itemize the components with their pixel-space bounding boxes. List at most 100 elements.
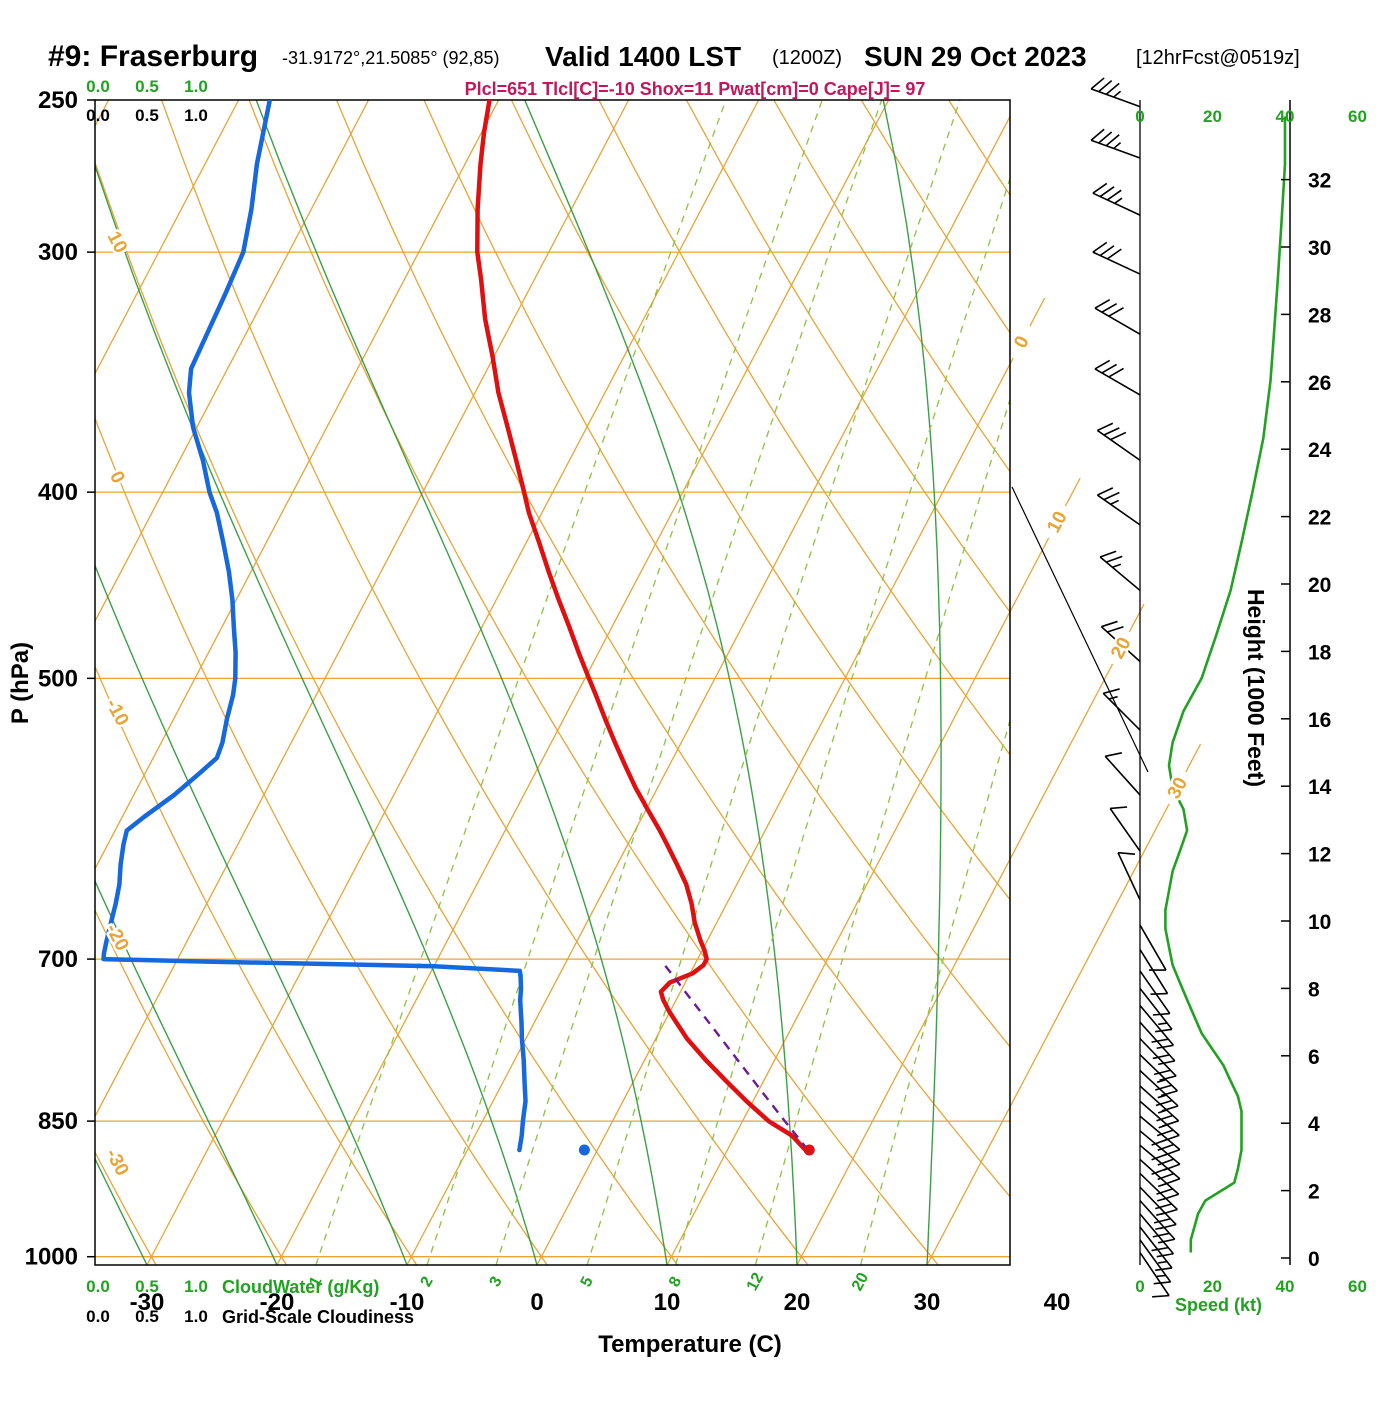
barb-full	[1105, 134, 1120, 147]
barb-full	[1159, 1075, 1177, 1081]
moist-adiabat-line	[524, 100, 798, 1265]
wind-barb	[1139, 987, 1173, 1033]
barb-full	[1108, 367, 1124, 378]
isotherm-line	[146, 100, 760, 1265]
barb-full	[1153, 1281, 1171, 1285]
barb-full	[1153, 1218, 1171, 1224]
speed-tick-bottom: 20	[1203, 1277, 1222, 1296]
dry-adiabat-label-left: 0	[105, 468, 129, 487]
barb-half	[1113, 90, 1122, 98]
barb-staff	[1104, 755, 1141, 796]
height-tick-label: 16	[1308, 709, 1331, 732]
temperature-axis-label: Temperature (C)	[598, 1331, 782, 1358]
wind-barb	[1117, 851, 1141, 901]
barb-staff	[1139, 924, 1167, 971]
barb-full	[1101, 302, 1118, 313]
mixing-ratio-label: 20	[849, 1270, 872, 1294]
barb-full	[1151, 1138, 1168, 1146]
dry-adiabat-line	[95, 665, 418, 1265]
isotherm-label-right: 20	[1107, 634, 1135, 663]
mixing-ratio-label: 2	[418, 1274, 437, 1290]
wind-barb	[1092, 241, 1141, 275]
height-tick-label: 30	[1308, 237, 1331, 260]
barb-staff	[1139, 1100, 1180, 1136]
barb-full	[1098, 131, 1113, 144]
height-tick-label: 20	[1308, 574, 1331, 597]
height-tick-label: 0	[1308, 1248, 1320, 1271]
dry-adiabat-line	[685, 100, 1010, 614]
speed-tick-bottom: 0	[1135, 1277, 1144, 1296]
isotherm-line	[796, 857, 1010, 1265]
dry-adiabat-line	[860, 100, 1010, 334]
valid-zulu: (1200Z)	[772, 47, 842, 69]
speed-tick-bottom: 40	[1276, 1277, 1295, 1296]
isotherm-line	[95, 100, 240, 375]
temperature-tick-label: 20	[784, 1289, 811, 1316]
barb-full	[1103, 491, 1120, 501]
barb-full	[1156, 1044, 1174, 1050]
pressure-axis-label: P (hPa)	[7, 642, 34, 724]
wind-barb	[1099, 550, 1141, 592]
barb-full	[1151, 1038, 1169, 1043]
barb-staff	[1102, 692, 1141, 731]
cloudiness-scale-top: 0.0	[86, 106, 110, 125]
barb-full	[1090, 128, 1105, 141]
barb-full	[1156, 1188, 1173, 1195]
wind-barb	[1100, 620, 1141, 663]
barb-full	[1098, 80, 1113, 93]
isotherm-line	[95, 100, 370, 623]
temperature-tick-label: -10	[390, 1289, 425, 1316]
barb-staff	[1092, 251, 1141, 275]
barb-full	[1153, 1069, 1171, 1076]
aux-connector-line	[1011, 486, 1149, 773]
cloudiness-scale-bottom: 1.0	[184, 1307, 208, 1326]
wind-barb	[1096, 422, 1141, 461]
barb-full	[1151, 1246, 1169, 1252]
isotherm-label-right: 0	[1010, 333, 1034, 352]
barb-staff	[1109, 808, 1141, 852]
barb-full	[1101, 620, 1118, 628]
wind-barb	[1094, 298, 1141, 335]
mixing-ratio-label: 3	[486, 1274, 505, 1290]
mixing-ratio-line	[495, 100, 883, 1265]
stability-indices: Plcl=651 Tlcl[C]=-10 Shox=11 Pwat[cm]=0 …	[465, 79, 926, 99]
barb-full	[1152, 1232, 1170, 1238]
barb-full	[1106, 189, 1122, 201]
barb-full	[1160, 1090, 1178, 1097]
barb-staff	[1090, 139, 1141, 159]
moist-adiabat-line	[95, 163, 538, 1265]
isotherm-line	[926, 1105, 1010, 1265]
barb-half	[1157, 1109, 1168, 1114]
barb-half	[1155, 1226, 1165, 1231]
station-coords: -31.9172°,21.5085° (92,85)	[282, 48, 500, 68]
cloudwater-scale-bottom: 0.5	[135, 1277, 159, 1296]
barb-staff	[1092, 192, 1141, 216]
temperature-tick-label: 30	[914, 1289, 941, 1316]
mixing-ratio-line	[674, 176, 1010, 1265]
cloudiness-scale-top: 1.0	[184, 106, 208, 125]
barb-staff	[1090, 88, 1141, 108]
barb-half	[1156, 1212, 1166, 1216]
barb-staff	[1139, 949, 1169, 995]
dry-adiabat-label-left: -30	[101, 1145, 132, 1179]
height-tick-label: 12	[1308, 844, 1331, 867]
dry-adiabat-line	[248, 100, 939, 1265]
barb-full	[1107, 626, 1124, 633]
height-tick-label: 32	[1308, 170, 1331, 193]
cloudwater-scale-top: 1.0	[184, 77, 208, 96]
wind-barb	[1139, 970, 1171, 1016]
isotherm-line	[406, 115, 1010, 1265]
mixing-ratio-line	[859, 717, 1010, 1265]
mixing-ratio-line	[754, 397, 1010, 1265]
barb-staff	[1139, 970, 1171, 1014]
wind-barb	[1139, 1239, 1172, 1285]
dry-adiabat-line	[510, 100, 1010, 901]
barb-full	[1094, 359, 1111, 370]
wind-barb	[1094, 359, 1141, 396]
height-tick-label: 28	[1308, 304, 1332, 327]
barb-full	[1097, 487, 1114, 496]
barb-staff	[1139, 1054, 1178, 1092]
barb-full	[1117, 851, 1136, 855]
height-tick-label: 6	[1308, 1046, 1320, 1069]
